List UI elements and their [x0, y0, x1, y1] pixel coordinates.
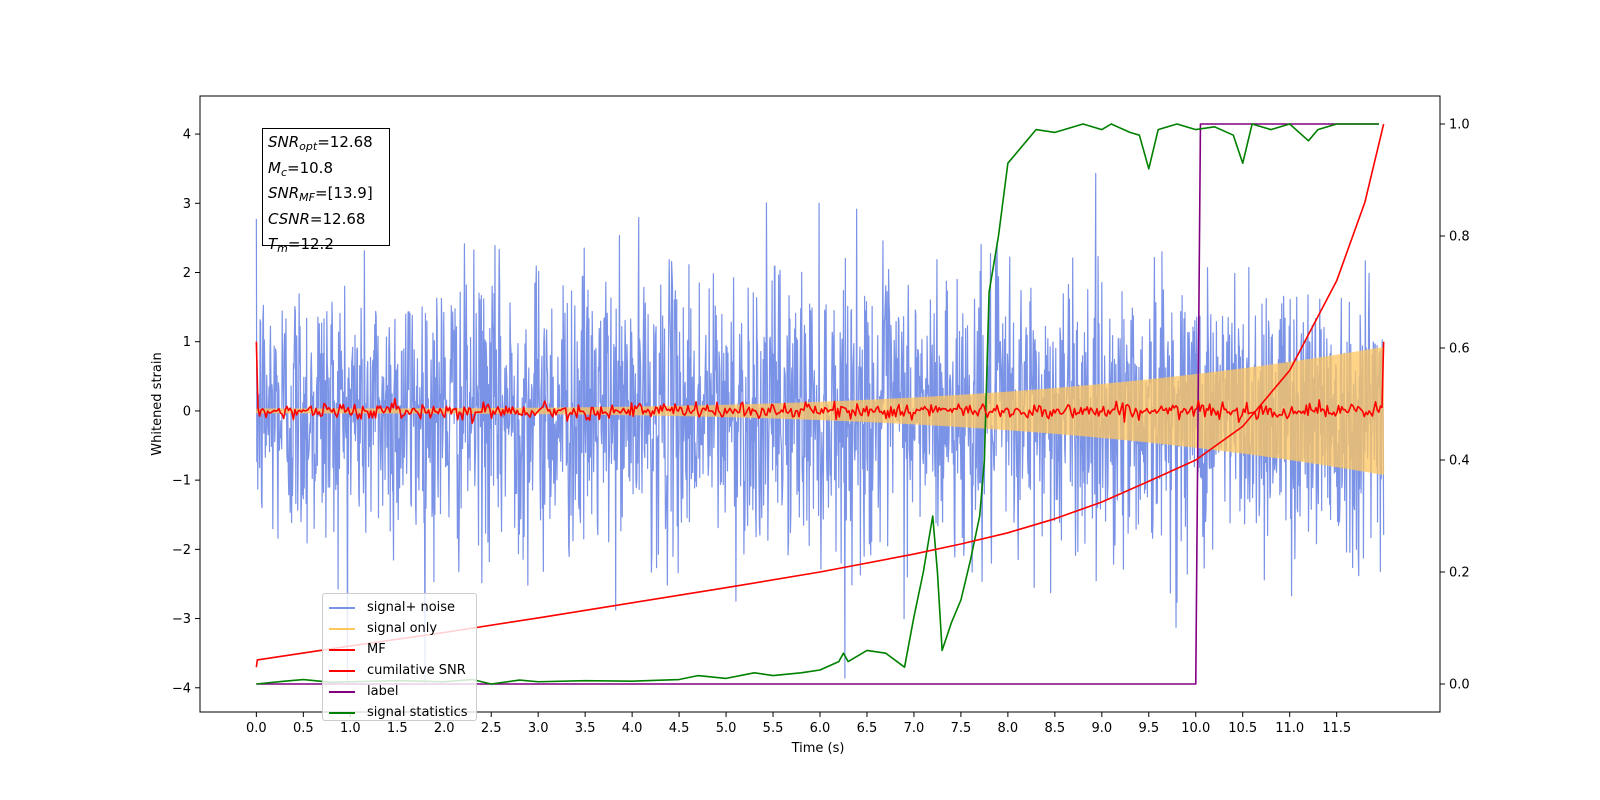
annotation-snr-opt: SNRopt=12.68: [268, 133, 373, 153]
series-layer: [255, 123, 1385, 685]
x-tick-label: 4.5: [669, 721, 690, 736]
y-tick-label: 4: [183, 128, 191, 143]
series-line-signal-statistics: [256, 123, 1379, 685]
y-tick-label: 3: [183, 197, 191, 212]
legend-label: label: [367, 684, 399, 699]
legend-label: MF: [367, 642, 386, 657]
y-tick-label: −2: [172, 543, 191, 558]
y2-tick-label: 0.2: [1449, 566, 1470, 581]
legend-swatch: [329, 606, 355, 609]
legend-item-signal-statistics: signal statistics: [329, 702, 476, 723]
x-tick-label: 7.5: [951, 721, 972, 736]
x-tick-label: 3.0: [528, 721, 549, 736]
legend-label: cumilative SNR: [367, 663, 466, 678]
x-tick-label: 8.5: [1045, 721, 1066, 736]
y-tick-label: 2: [183, 266, 191, 281]
y2-tick-label: 0.8: [1449, 230, 1470, 245]
x-tick-label: 5.5: [763, 721, 784, 736]
x-axis-label: Time (s): [791, 741, 845, 756]
legend-swatch: [329, 690, 355, 693]
legend-swatch: [329, 711, 355, 714]
x-tick-label: 1.0: [340, 721, 361, 736]
x-tick-label: 10.5: [1228, 721, 1257, 736]
legend-label: signal statistics: [367, 705, 468, 720]
x-tick-label: 3.5: [575, 721, 596, 736]
y2-tick-label: 1.0: [1449, 118, 1470, 133]
y-tick-label: −4: [172, 681, 191, 696]
legend-item-cumulative-snr: cumilative SNR: [329, 660, 476, 681]
x-tick-label: 9.0: [1091, 721, 1112, 736]
series-line-signal-noise: [255, 172, 1385, 685]
x-tick-label: 8.0: [998, 721, 1019, 736]
annotation-mc: Mc=10.8: [268, 158, 333, 179]
y-axis-right: 1.0 0.8 0.6 0.4 0.2 0.0: [1440, 118, 1470, 693]
x-tick-label: 5.0: [716, 721, 737, 736]
legend-label: signal only: [367, 621, 438, 636]
y-tick-label: 0: [183, 404, 191, 419]
x-tick-label: 11.5: [1322, 721, 1351, 736]
y-tick-label: −3: [172, 612, 191, 627]
x-tick-label: 4.0: [622, 721, 643, 736]
x-tick-label: 1.5: [387, 721, 408, 736]
legend-swatch: [329, 648, 355, 651]
annotation-tm: Tm=12.2: [268, 235, 334, 255]
y-tick-label: 1: [183, 335, 191, 350]
legend-item-mf: MF: [329, 639, 476, 660]
legend-item-signal-only: signal only: [329, 618, 476, 639]
x-tick-label: 6.0: [810, 721, 831, 736]
annotation-box: SNRopt=12.68 Mc=10.8 SNRMF=[13.9] CSNR=1…: [262, 128, 390, 255]
legend-swatch: [329, 627, 355, 630]
series-line-mf: [255, 341, 1385, 424]
x-tick-label: 6.5: [857, 721, 878, 736]
y2-tick-label: 0.0: [1449, 678, 1470, 693]
x-tick-label: 10.0: [1181, 721, 1210, 736]
legend-swatch: [329, 669, 355, 672]
x-tick-label: 2.5: [481, 721, 502, 736]
legend-label: signal+ noise: [367, 600, 456, 615]
y-tick-label: −1: [172, 474, 191, 489]
y2-tick-label: 0.4: [1449, 454, 1470, 469]
y-axis-label: Whitened strain: [150, 352, 165, 455]
legend-item-signal-noise: signal+ noise: [329, 597, 476, 618]
x-tick-label: 9.5: [1138, 721, 1159, 736]
y2-tick-label: 0.6: [1449, 342, 1470, 357]
x-tick-label: 2.0: [434, 721, 455, 736]
x-tick-label: 0.5: [293, 721, 314, 736]
y-axis-left: 4 3 2 1 0 −1 −2 −3 −4: [172, 128, 200, 696]
annotation-snr-mf: SNRMF=[13.9]: [268, 184, 373, 204]
series-line-signal-only: [255, 346, 1385, 475]
legend-item-label: label: [329, 681, 476, 702]
legend: signal+ noise signal only MF cumilative …: [322, 593, 477, 721]
x-tick-label: 0.0: [246, 721, 267, 736]
x-axis: 0.0 0.5 1.0 1.5 2.0 2.5 3.0 3.5 4.0 4.5 5.0 5.5 6.0 6…: [246, 712, 1351, 736]
x-tick-label: 11.0: [1275, 721, 1304, 736]
annotation-csnr: CSNR=12.68: [268, 209, 366, 228]
x-tick-label: 7.0: [904, 721, 925, 736]
